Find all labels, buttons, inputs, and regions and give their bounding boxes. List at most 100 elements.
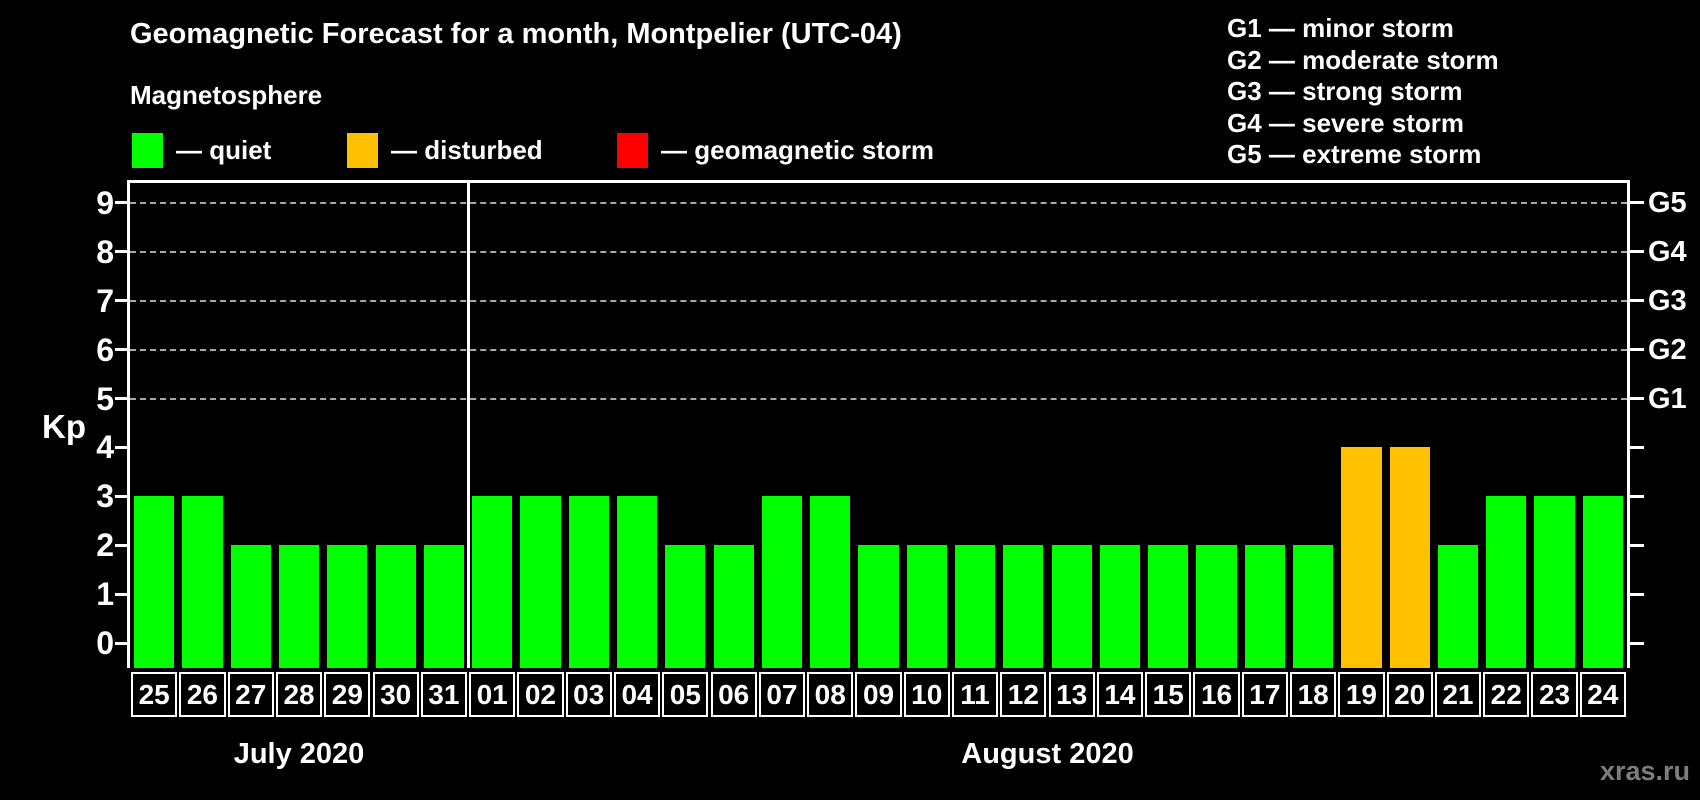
date-label: 24 <box>1579 672 1626 717</box>
kp-bar <box>1148 545 1189 668</box>
kp-bar <box>423 545 464 668</box>
kp-bar <box>1293 545 1334 668</box>
kp-bar <box>906 545 947 668</box>
kp-bar <box>182 496 223 668</box>
kp-bar <box>858 545 899 668</box>
right-tick <box>1630 641 1644 645</box>
kp-bar <box>616 496 658 668</box>
kp-bar <box>230 545 271 668</box>
legend-swatch-storm <box>617 133 648 168</box>
gridline-kp6 <box>130 348 1627 351</box>
y-tick <box>115 397 127 400</box>
month-label: July 2020 <box>233 738 365 770</box>
y-tick-label: 7 <box>96 282 114 319</box>
date-label: 17 <box>1241 672 1288 717</box>
kp-bar <box>1196 545 1237 668</box>
date-label: 16 <box>1193 672 1240 717</box>
y-axis-line <box>127 180 130 668</box>
date-label: 22 <box>1483 672 1530 717</box>
date-label: 31 <box>420 672 467 717</box>
date-label: 13 <box>1048 672 1095 717</box>
kp-bar <box>665 545 706 668</box>
y-tick <box>115 641 127 645</box>
right-tick <box>1630 445 1644 449</box>
g-level-label: G3 <box>1648 284 1687 317</box>
kp-bar <box>375 545 416 668</box>
kp-bar <box>472 496 513 668</box>
right-tick <box>1630 250 1644 254</box>
date-label: 29 <box>324 672 371 717</box>
y-tick-label: 2 <box>96 527 114 564</box>
date-label: 01 <box>469 672 516 717</box>
y-tick <box>115 494 127 498</box>
chart-title: Geomagnetic Forecast for a month, Montpe… <box>130 18 902 50</box>
month-separator-line <box>466 183 470 668</box>
date-label: 12 <box>1000 672 1047 717</box>
y-tick <box>115 348 127 352</box>
date-label: 04 <box>613 672 661 717</box>
y-tick-label: 8 <box>96 233 114 270</box>
date-label: 10 <box>903 672 950 717</box>
g-level-label: G4 <box>1648 235 1687 268</box>
date-label: 02 <box>517 672 564 717</box>
gridline-kp5 <box>130 397 1627 400</box>
g-level-label: G1 <box>1648 382 1687 415</box>
date-label: 19 <box>1338 672 1385 717</box>
kp-bar <box>568 496 609 668</box>
y-tick <box>115 250 127 254</box>
g-level-label: G2 <box>1648 333 1687 366</box>
date-label: 30 <box>372 672 419 717</box>
kp-bar <box>1486 496 1527 668</box>
kp-bar <box>713 545 754 668</box>
gridline-kp9 <box>130 201 1627 204</box>
right-tick <box>1630 592 1644 596</box>
y-tick-label: 3 <box>96 478 114 515</box>
kp-bar <box>1003 545 1044 668</box>
date-label: 07 <box>758 672 806 717</box>
right-tick <box>1630 201 1644 205</box>
right-tick <box>1630 543 1644 547</box>
watermark: xras.ru <box>1599 756 1690 786</box>
legend-label-disturbed: — disturbed <box>391 135 543 165</box>
y-tick-label: 9 <box>96 184 114 221</box>
kp-bar <box>1582 496 1623 668</box>
y-tick-label: 1 <box>96 576 114 613</box>
date-label: 25 <box>131 672 178 717</box>
g-legend-item: G5 — extreme storm <box>1227 139 1482 170</box>
kp-bar <box>761 496 803 668</box>
date-label: 14 <box>1096 672 1144 717</box>
kp-bar <box>1051 545 1092 668</box>
kp-bar <box>327 545 368 668</box>
kp-bar <box>810 496 851 668</box>
kp-bar <box>1534 496 1575 668</box>
right-tick <box>1630 494 1644 498</box>
plot-top-border <box>127 180 1630 183</box>
date-label: 15 <box>1145 672 1192 717</box>
y-tick <box>115 445 127 449</box>
chart-subtitle: Magnetosphere <box>130 80 323 110</box>
date-label: 05 <box>662 672 709 717</box>
date-label: 09 <box>855 672 902 717</box>
legend-swatch-quiet <box>132 133 163 168</box>
kp-bar <box>520 496 561 668</box>
date-label: 21 <box>1434 672 1482 717</box>
g-legend-item: G4 — severe storm <box>1227 107 1465 138</box>
date-label: 18 <box>1290 672 1337 717</box>
right-tick <box>1630 299 1644 303</box>
gridline-kp7 <box>130 299 1627 302</box>
y-tick <box>115 592 127 596</box>
legend-label-storm: — geomagnetic storm <box>661 135 935 165</box>
g-level-label: G5 <box>1648 186 1687 219</box>
y-tick-label: 4 <box>96 429 114 466</box>
g-legend-item: G2 — moderate storm <box>1227 44 1499 75</box>
date-label: 27 <box>227 672 274 717</box>
legend-swatch-disturbed <box>347 133 378 168</box>
y-tick <box>115 201 127 205</box>
right-tick <box>1630 348 1644 352</box>
kp-bar <box>1341 447 1382 668</box>
kp-bar <box>1099 545 1141 668</box>
date-label: 03 <box>565 672 612 717</box>
kp-bar <box>1437 545 1479 668</box>
g-legend-item: G3 — strong storm <box>1227 76 1463 107</box>
date-label: 06 <box>710 672 757 717</box>
